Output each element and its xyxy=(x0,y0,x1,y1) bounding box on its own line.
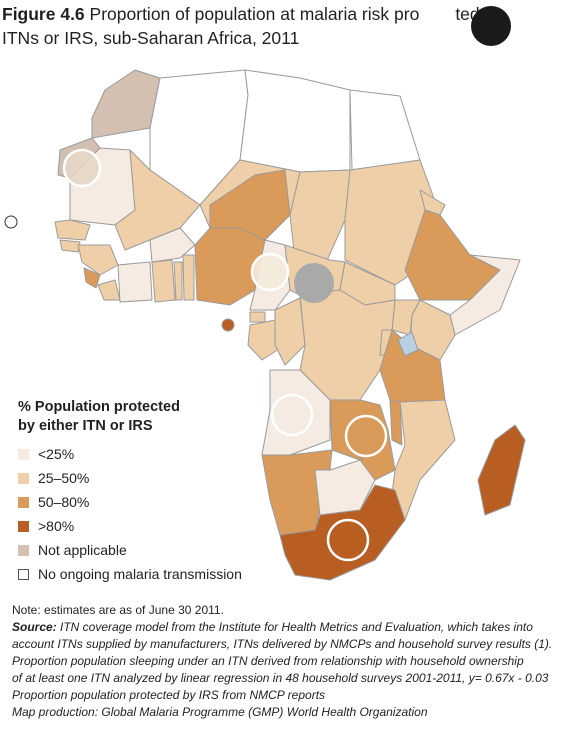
figure-title: Figure 4.6 Proportion of population at m… xyxy=(2,2,577,50)
legend-item: Not applicable xyxy=(18,538,242,562)
source-line: Source: ITN coverage model from the Inst… xyxy=(12,619,580,636)
country-congo xyxy=(274,297,306,366)
overlay-circle xyxy=(326,518,370,562)
country-malawi xyxy=(389,399,403,446)
country-eq-guinea xyxy=(249,311,266,323)
note-line: Note: estimates are as of June 30 2011. xyxy=(12,603,224,617)
country-madagascar xyxy=(477,424,526,516)
notes: Note: estimates are as of June 30 2011. … xyxy=(12,602,580,721)
legend-swatch xyxy=(18,568,29,580)
legend-heading-line1: % Population protected xyxy=(18,399,180,415)
source-text: ITN coverage model from the Institute fo… xyxy=(56,620,533,634)
country-togo xyxy=(173,261,183,301)
source-line-3: account ITNs supplied by manufacturers, … xyxy=(12,637,553,651)
legend-item: >80% xyxy=(18,514,242,538)
legend-swatch xyxy=(18,544,29,556)
legend-item: 25–50% xyxy=(18,466,242,490)
legend-label: Not applicable xyxy=(38,542,127,558)
legend-swatch xyxy=(18,448,29,460)
map-production-line: Map production: Global Malaria Programme… xyxy=(12,705,428,719)
country-guinea-bissau xyxy=(59,239,81,253)
legend-label: <25% xyxy=(38,446,75,462)
title-text-part1: Proportion of population at malaria risk… xyxy=(89,4,420,24)
source-line-6: Proportion population protected by IRS f… xyxy=(12,688,326,702)
overlay-circle xyxy=(270,393,314,437)
legend-item: 50–80% xyxy=(18,490,242,514)
country-senegal xyxy=(54,219,91,241)
country-cape-verde xyxy=(4,215,18,229)
legend-label: No ongoing malaria transmission xyxy=(38,566,242,582)
figure-label: Figure 4.6 xyxy=(2,4,85,24)
country-sierra-leone xyxy=(83,267,101,289)
legend-label: 25–50% xyxy=(38,470,90,486)
legend-swatch xyxy=(18,520,29,532)
overlay-circle xyxy=(250,252,290,292)
country-cote-divoire xyxy=(117,261,153,303)
redaction-dot-title xyxy=(471,6,511,46)
legend-item: No ongoing malaria transmission xyxy=(18,562,242,586)
country-egypt xyxy=(349,89,421,171)
legend-swatch xyxy=(18,472,29,484)
legend-heading: % Population protected by either ITN or … xyxy=(18,398,242,436)
source-label: Source: xyxy=(12,620,57,634)
overlay-circle xyxy=(62,148,102,188)
country-sao-tome xyxy=(221,318,235,332)
legend-label: 50–80% xyxy=(38,494,90,510)
legend-swatch xyxy=(18,496,29,508)
source-line-4: Proportion population sleeping under an … xyxy=(12,654,524,668)
legend-label: >80% xyxy=(38,518,75,534)
lake-victoria xyxy=(397,331,419,357)
legend: % Population protected by either ITN or … xyxy=(18,398,242,586)
legend-heading-line2: by either ITN or IRS xyxy=(18,418,153,434)
country-benin xyxy=(182,254,195,301)
country-burkina xyxy=(149,227,196,263)
country-niger-delta xyxy=(209,169,291,241)
country-guinea xyxy=(77,244,119,276)
legend-item: <25% xyxy=(18,442,242,466)
country-ghana xyxy=(151,259,176,303)
overlay-circle xyxy=(344,414,388,458)
overlay-circle xyxy=(294,263,334,303)
title-text-line2: ITNs or IRS, sub-Saharan Africa, 2011 xyxy=(2,28,300,48)
source-line-5: of at least one ITN analyzed by linear r… xyxy=(12,671,549,685)
country-libya xyxy=(239,69,351,173)
country-liberia xyxy=(97,279,121,301)
africa-map xyxy=(4,69,526,581)
